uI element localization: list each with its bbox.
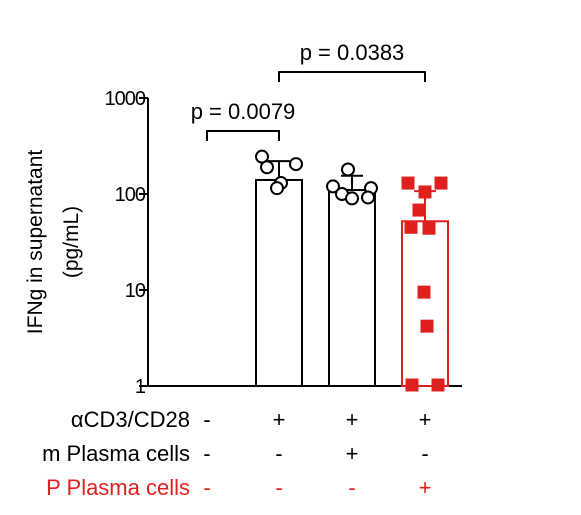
significance-bracket	[206, 130, 280, 141]
data-point-circle	[260, 160, 274, 175]
condition-sign: -	[421, 441, 428, 466]
p-value-label: p = 0.0079	[191, 99, 296, 124]
data-points	[255, 149, 448, 392]
bars	[255, 160, 449, 387]
p-value-label: p = 0.0383	[300, 40, 405, 65]
condition-sign: +	[346, 441, 359, 466]
data-point-circle	[289, 157, 303, 172]
significance-brackets: p = 0.0079 p = 0.0383	[191, 40, 426, 141]
condition-sign: -	[203, 441, 210, 466]
data-point-square	[401, 176, 415, 190]
data-point-square	[418, 185, 432, 199]
data-point-square	[405, 378, 419, 392]
y-tick-label: 1000	[105, 88, 146, 110]
condition-sign: -	[275, 475, 282, 500]
condition-sign: -	[203, 407, 210, 432]
data-point-square	[431, 378, 445, 392]
y-tick-label: 100	[115, 184, 146, 206]
condition-sign: +	[346, 407, 359, 432]
y-axis: 1 10 100 1000	[105, 88, 462, 398]
y-axis-label-line2: (pg/mL)	[60, 206, 83, 278]
condition-sign: -	[275, 441, 282, 466]
condition-sign: +	[419, 475, 432, 500]
data-point-square	[412, 203, 426, 217]
bar	[255, 178, 303, 387]
condition-row-label: m Plasma cells	[42, 441, 190, 466]
data-point-circle	[326, 179, 340, 194]
data-point-circle	[270, 181, 284, 196]
condition-row-label: αCD3/CD28	[71, 407, 190, 432]
condition-sign: +	[419, 407, 432, 432]
condition-table: αCD3/CD28- + + +m Plasma cells - - + -P Plasma …	[42, 407, 431, 500]
significance-bracket	[278, 71, 426, 82]
data-point-circle	[345, 191, 359, 206]
data-point-circle	[361, 190, 375, 205]
bar	[401, 220, 449, 387]
data-point-square	[434, 176, 448, 190]
condition-sign: -	[203, 475, 210, 500]
data-point-circle	[341, 162, 355, 177]
y-axis-label-line1: IFNg in supernatant	[24, 150, 47, 335]
data-point-square	[404, 220, 418, 234]
bar	[328, 189, 376, 387]
condition-row-label: P Plasma cells	[46, 475, 190, 500]
data-point-square	[420, 319, 434, 333]
y-tick-label: 1	[135, 376, 146, 398]
data-point-square	[422, 221, 436, 235]
condition-sign: +	[273, 407, 286, 432]
y-axis-label: IFNg in supernatant (pg/mL)	[24, 150, 83, 335]
y-tick-label: 10	[125, 280, 146, 302]
data-point-square	[417, 285, 431, 299]
condition-sign: -	[348, 475, 355, 500]
